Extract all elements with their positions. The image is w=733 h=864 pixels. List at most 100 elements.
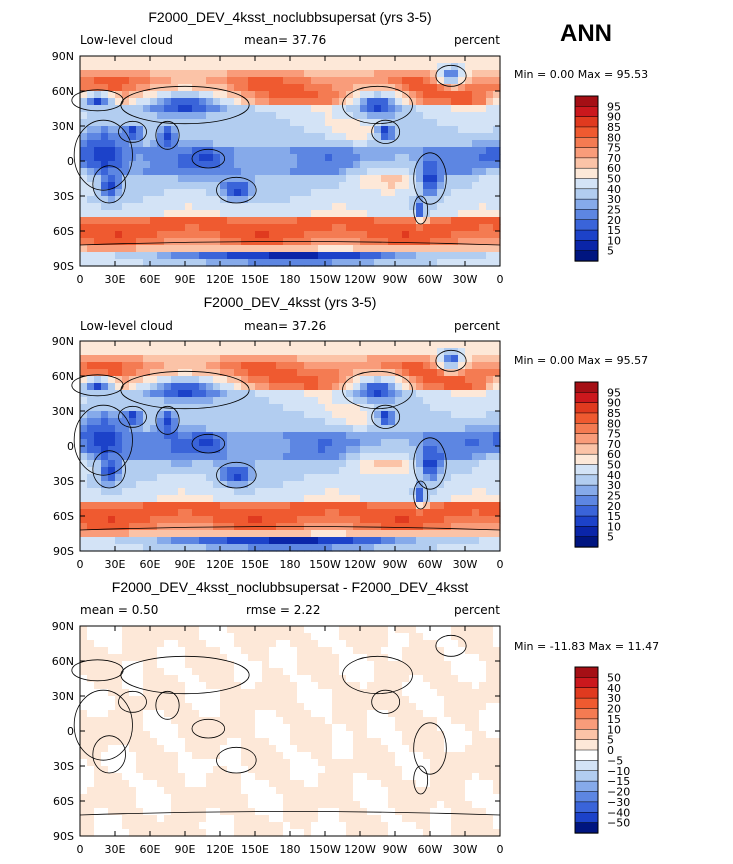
heatmap-cell — [115, 63, 123, 71]
heatmap-cell — [192, 696, 200, 704]
heatmap-cell — [451, 537, 459, 545]
heatmap-cell — [423, 112, 431, 120]
map-panel-1: F2000_DEV_4ksst_noclubbsupersat (yrs 3-5… — [52, 9, 648, 286]
heatmap-cell — [178, 341, 186, 349]
heatmap-cell — [234, 633, 242, 641]
colorbar-box — [574, 147, 599, 159]
heatmap-cell — [171, 474, 179, 482]
heatmap-cell — [87, 140, 95, 148]
heatmap-cell — [479, 731, 487, 739]
heatmap-cell — [178, 390, 186, 398]
heatmap-cell — [178, 453, 186, 461]
heatmap-cell — [178, 544, 186, 552]
heatmap-cell — [325, 348, 333, 356]
heatmap-cell — [472, 119, 480, 127]
heatmap-cell — [199, 731, 207, 739]
heatmap-cell — [185, 516, 193, 524]
heatmap-cell — [80, 467, 88, 475]
heatmap-cell — [269, 731, 277, 739]
heatmap-cell — [171, 112, 179, 120]
heatmap-cell — [416, 467, 424, 475]
heatmap-cell — [430, 626, 438, 634]
heatmap-cell — [241, 418, 249, 426]
heatmap-cell — [297, 196, 305, 204]
heatmap-cell — [227, 516, 235, 524]
heatmap-cell — [94, 425, 102, 433]
heatmap-cell — [185, 432, 193, 440]
heatmap-cell — [199, 98, 207, 106]
heatmap-cell — [402, 231, 410, 239]
heatmap-cell — [437, 210, 445, 218]
heatmap-cell — [388, 147, 396, 155]
heatmap-cell — [115, 119, 123, 127]
heatmap-cell — [353, 362, 361, 370]
heatmap-cell — [143, 369, 151, 377]
heatmap-cell — [339, 453, 347, 461]
heatmap-cell — [311, 488, 319, 496]
heatmap-cell — [472, 154, 480, 162]
heatmap-cell — [311, 126, 319, 134]
heatmap-cell — [87, 530, 95, 538]
heatmap-cell — [388, 98, 396, 106]
heatmap-cell — [381, 439, 389, 447]
heatmap-cell — [94, 446, 102, 454]
heatmap-cell — [472, 710, 480, 718]
heatmap-cell — [290, 196, 298, 204]
heatmap-cell — [115, 752, 123, 760]
heatmap-cell — [87, 77, 95, 85]
heatmap-cell — [304, 495, 312, 503]
heatmap-cell — [248, 70, 256, 78]
heatmap-cell — [465, 654, 473, 662]
heatmap-cell — [108, 147, 116, 155]
heatmap-cell — [437, 411, 445, 419]
heatmap-cell — [164, 383, 172, 391]
heatmap-cell — [157, 140, 165, 148]
heatmap-cell — [178, 238, 186, 246]
heatmap-cell — [297, 84, 305, 92]
heatmap-cell — [374, 63, 382, 71]
heatmap-cell — [388, 238, 396, 246]
heatmap-cell — [297, 495, 305, 503]
heatmap-cell — [129, 738, 137, 746]
heatmap-cell — [185, 738, 193, 746]
heatmap-cell — [451, 675, 459, 683]
heatmap-cell — [101, 488, 109, 496]
heatmap-cell — [381, 516, 389, 524]
heatmap-cell — [444, 682, 452, 690]
heatmap-cell — [395, 182, 403, 190]
heatmap-cell — [437, 717, 445, 725]
heatmap-cell — [297, 245, 305, 253]
heatmap-cell — [255, 182, 263, 190]
heatmap-cell — [451, 474, 459, 482]
heatmap-cell — [283, 168, 291, 176]
heatmap-cell — [248, 119, 256, 127]
heatmap-cell — [353, 530, 361, 538]
heatmap-cell — [283, 682, 291, 690]
heatmap-cell — [227, 189, 235, 197]
heatmap-cell — [297, 154, 305, 162]
heatmap-cell — [255, 647, 263, 655]
colorbar-label: 30 — [607, 193, 621, 206]
heatmap-cell — [381, 217, 389, 225]
heatmap-cell — [136, 70, 144, 78]
heatmap-cell — [395, 675, 403, 683]
heatmap-cell — [318, 537, 326, 545]
heatmap-cell — [423, 154, 431, 162]
heatmap-cell — [395, 238, 403, 246]
heatmap-cell — [325, 369, 333, 377]
heatmap-cell — [479, 495, 487, 503]
heatmap-cell — [283, 252, 291, 260]
heatmap-cell — [374, 460, 382, 468]
heatmap-cell — [353, 752, 361, 760]
heatmap-cell — [339, 369, 347, 377]
heatmap-cell — [276, 140, 284, 148]
heatmap-cell — [444, 70, 452, 78]
heatmap-cell — [465, 154, 473, 162]
heatmap-cell — [311, 411, 319, 419]
heatmap-cell — [290, 341, 298, 349]
heatmap-cell — [374, 530, 382, 538]
heatmap-cell — [122, 647, 130, 655]
heatmap-cell — [94, 495, 102, 503]
heatmap-cell — [409, 175, 417, 183]
heatmap-cell — [367, 175, 375, 183]
